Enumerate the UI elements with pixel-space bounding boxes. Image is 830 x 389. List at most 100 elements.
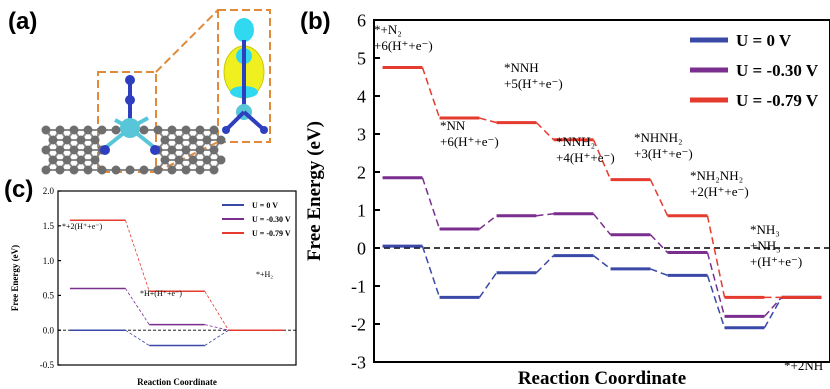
legend-label: U = -0.79 V <box>252 229 291 238</box>
carbon-atom <box>97 125 107 135</box>
carbon-atom <box>174 155 184 165</box>
y-tick-label: -2 <box>351 314 366 334</box>
carbon-atom <box>83 125 93 135</box>
y-axis-label: Free Energy (eV) <box>304 121 325 261</box>
plot-frame <box>57 190 297 366</box>
y-tick-label: 1 <box>357 200 366 220</box>
carbon-atom <box>69 165 79 175</box>
charge-density-cyan <box>234 18 254 42</box>
transition-connector <box>650 268 668 277</box>
carbon-atom <box>41 145 51 155</box>
step-annotation: *+N₂ <box>374 22 402 37</box>
nitrogen-atom <box>150 145 160 155</box>
carbon-atom <box>125 165 135 175</box>
step-annotation: *NHNH₂ <box>634 130 683 145</box>
carbon-atom <box>209 125 219 135</box>
carbon-atom <box>69 145 79 155</box>
carbon-atom <box>111 165 121 175</box>
carbon-atom <box>195 125 205 135</box>
carbon-atom <box>202 155 212 165</box>
y-tick-label: -0.5 <box>40 360 55 370</box>
y-tick-label: 0.5 <box>43 291 55 301</box>
y-axis-label: Free Energy (eV) <box>10 245 20 311</box>
carbon-atom <box>160 155 170 165</box>
carbon-atom <box>216 155 226 165</box>
step-annotation: +(H⁺+e⁻) <box>750 254 802 269</box>
carbon-atom <box>139 125 149 135</box>
carbon-atom <box>90 135 100 145</box>
step-annotation: +6(H⁺+e⁻) <box>440 134 499 149</box>
y-tick-label: -3 <box>351 352 366 372</box>
x-axis-label: Reaction Coordinate <box>137 377 217 387</box>
carbon-atom <box>90 155 100 165</box>
plot-frame <box>373 19 830 363</box>
nitrogen-atom <box>260 126 268 134</box>
transition-connector <box>592 139 612 180</box>
transition-connector <box>478 272 498 298</box>
y-tick-label: 4 <box>357 86 366 106</box>
transition-connector <box>421 245 441 298</box>
carbon-atom <box>167 165 177 175</box>
step-annotation: +2(H⁺+e⁻) <box>690 184 749 199</box>
transition-connector <box>125 329 150 346</box>
step-annotation: *+2(H⁺+e⁻) <box>62 222 102 231</box>
carbon-atom <box>209 145 219 155</box>
carbon-atom <box>216 135 226 145</box>
y-tick-label: -1 <box>351 276 366 296</box>
carbon-sheet <box>41 125 226 175</box>
panel-label-b: (b) <box>300 8 331 35</box>
transition-connector <box>204 291 229 331</box>
carbon-atom <box>76 155 86 165</box>
chart-c: 2.0 1.5 1.0 0.5 0.0 -0.5 Reaction Coordinate Fr… <box>10 186 297 387</box>
y-tick-label: 0.0 <box>43 325 55 335</box>
transition-connector <box>479 117 497 124</box>
carbon-atom <box>167 145 177 155</box>
single-atom-catalyst-with-n2-icon <box>41 9 271 175</box>
step-annotation: *+2NH <box>784 358 823 373</box>
step-annotation: +3(H⁺+e⁻) <box>634 146 693 161</box>
metal-atom <box>120 118 140 138</box>
step-annotation: *NH₃ <box>750 222 780 237</box>
step-annotation: +6(H⁺+e⁻) <box>374 38 433 53</box>
transition-connector <box>649 234 669 254</box>
step-annotation: +NH₃ <box>750 238 781 253</box>
carbon-atom <box>181 145 191 155</box>
metal-n-bond <box>242 110 264 130</box>
chart-b: 6 5 4 3 2 1 0 -1 -2 -3 Reaction Coordinate Free Ene… <box>304 10 830 389</box>
carbon-atom <box>69 125 79 135</box>
transition-connector <box>535 122 555 141</box>
carbon-atom <box>62 155 72 165</box>
step-annotation: +5(H⁺+e⁻) <box>504 76 563 91</box>
transition-connector <box>536 213 554 217</box>
carbon-atom <box>55 125 65 135</box>
carbon-atom <box>195 165 205 175</box>
carbon-atom <box>209 165 219 175</box>
structure-illustration <box>41 9 271 175</box>
carbon-atom <box>181 165 191 175</box>
carbon-atom <box>139 165 149 175</box>
step-annotation: *NNH₂ <box>556 134 595 149</box>
carbon-atom <box>181 125 191 135</box>
y-tick-label: 3 <box>357 124 366 144</box>
y-tick-label: 6 <box>357 10 366 30</box>
carbon-atom <box>97 165 107 175</box>
carbon-atom <box>153 165 163 175</box>
carbon-atom <box>55 165 65 175</box>
transition-connector <box>421 67 441 119</box>
carbon-atom <box>41 125 51 135</box>
y-tick-label: 5 <box>357 48 366 68</box>
carbon-atom <box>153 125 163 135</box>
legend-label: U = 0 V <box>252 201 278 210</box>
carbon-atom <box>76 135 86 145</box>
step-annotation: *NNH <box>504 60 539 75</box>
step-annotation: *NN <box>440 118 466 133</box>
transition-connector <box>592 213 612 236</box>
transition-connector <box>204 329 229 346</box>
carbon-atom <box>55 145 65 155</box>
nitrogen-atom <box>125 75 135 85</box>
nitrogen-atom <box>100 145 110 155</box>
carbon-atom <box>188 155 198 165</box>
transition-connector <box>763 296 783 317</box>
panel-label-c: (c) <box>4 176 34 203</box>
carbon-atom <box>62 135 72 145</box>
